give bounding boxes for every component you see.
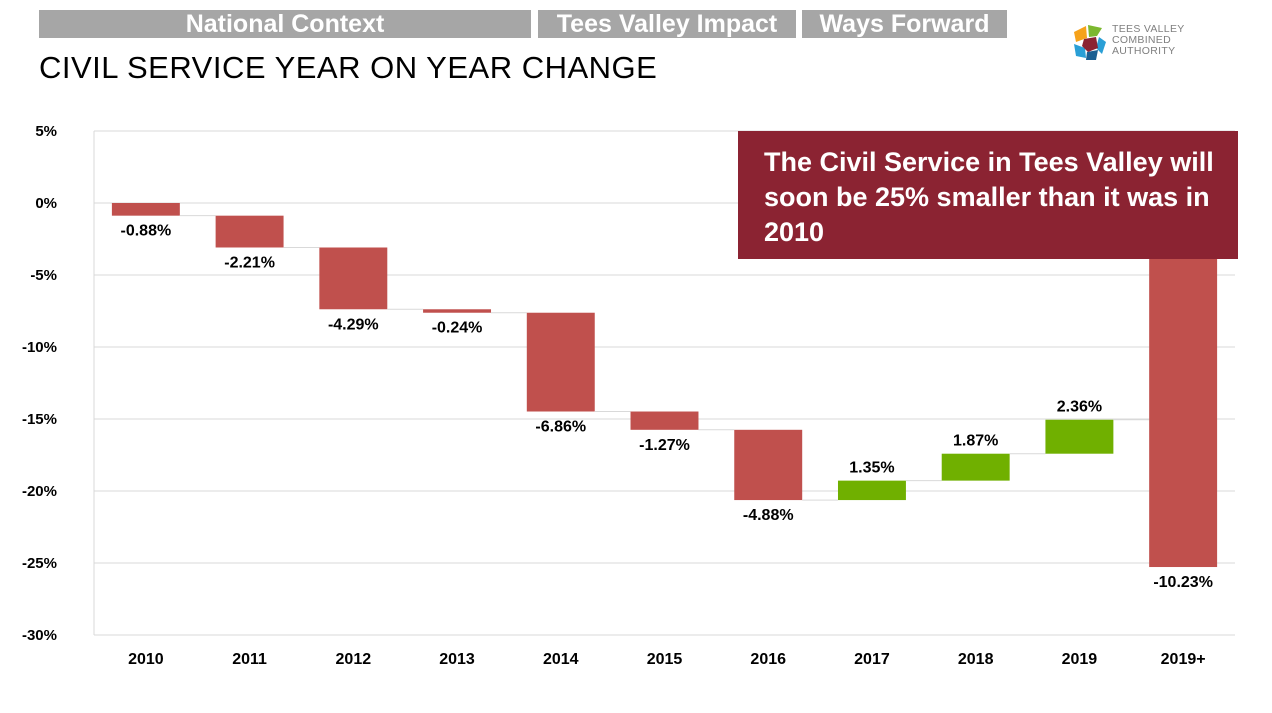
page-title: CIVIL SERVICE YEAR ON YEAR CHANGE bbox=[39, 50, 658, 85]
tab-tees-valley-impact[interactable]: Tees Valley Impact bbox=[538, 10, 796, 38]
x-tick-label: 2017 bbox=[854, 651, 890, 668]
x-tick-label: 2019+ bbox=[1161, 651, 1206, 668]
callout-box: The Civil Service in Tees Valley will so… bbox=[738, 131, 1238, 259]
data-label: -4.29% bbox=[328, 316, 379, 333]
tab-national-context[interactable]: National Context bbox=[39, 10, 531, 38]
x-tick-label: 2015 bbox=[647, 651, 683, 668]
data-label: -0.88% bbox=[121, 223, 172, 240]
bar bbox=[215, 215, 284, 248]
x-tick-label: 2010 bbox=[128, 651, 164, 668]
logo-text: TEES VALLEY COMBINED AUTHORITY bbox=[1112, 24, 1185, 57]
data-label: 1.35% bbox=[849, 460, 894, 477]
x-tick-label: 2018 bbox=[958, 651, 994, 668]
x-tick-label: 2019 bbox=[1062, 651, 1098, 668]
data-label: 2.36% bbox=[1057, 399, 1102, 416]
bar bbox=[1045, 419, 1114, 454]
data-label: -2.21% bbox=[224, 254, 275, 271]
y-tick-label: -10% bbox=[22, 339, 57, 356]
bar bbox=[423, 309, 492, 313]
bar bbox=[941, 453, 1010, 481]
data-label: 1.87% bbox=[953, 433, 998, 450]
bar bbox=[526, 312, 595, 412]
data-label: -10.23% bbox=[1153, 574, 1213, 591]
x-tick-label: 2012 bbox=[336, 651, 372, 668]
logo-line-1: TEES VALLEY bbox=[1112, 23, 1185, 35]
x-tick-label: 2014 bbox=[543, 651, 579, 668]
y-tick-label: -30% bbox=[22, 627, 57, 644]
logo-line-3: AUTHORITY bbox=[1112, 45, 1176, 57]
bar bbox=[319, 247, 388, 310]
x-tick-label: 2011 bbox=[232, 651, 267, 668]
bar bbox=[837, 480, 906, 501]
data-label: -1.27% bbox=[639, 437, 690, 454]
bar bbox=[1149, 203, 1218, 568]
logo-line-2: COMBINED bbox=[1112, 34, 1171, 46]
y-tick-label: -15% bbox=[22, 411, 57, 428]
y-tick-label: 5% bbox=[35, 123, 57, 140]
bar bbox=[630, 411, 699, 430]
data-label: -0.24% bbox=[432, 320, 483, 337]
bar bbox=[734, 429, 803, 501]
tvca-logo: TEES VALLEY COMBINED AUTHORITY bbox=[1072, 22, 1232, 64]
y-tick-label: -20% bbox=[22, 483, 57, 500]
y-tick-label: -25% bbox=[22, 555, 57, 572]
x-tick-label: 2013 bbox=[439, 651, 475, 668]
bar bbox=[111, 203, 180, 216]
data-label: -4.88% bbox=[743, 507, 794, 524]
y-tick-label: 0% bbox=[35, 195, 57, 212]
callout-text: The Civil Service in Tees Valley will so… bbox=[764, 147, 1214, 247]
x-tick-label: 2016 bbox=[750, 651, 786, 668]
tab-ways-forward[interactable]: Ways Forward bbox=[802, 10, 1007, 38]
data-label: -6.86% bbox=[535, 419, 586, 436]
y-tick-label: -5% bbox=[30, 267, 57, 284]
tvca-logo-icon bbox=[1074, 25, 1106, 60]
